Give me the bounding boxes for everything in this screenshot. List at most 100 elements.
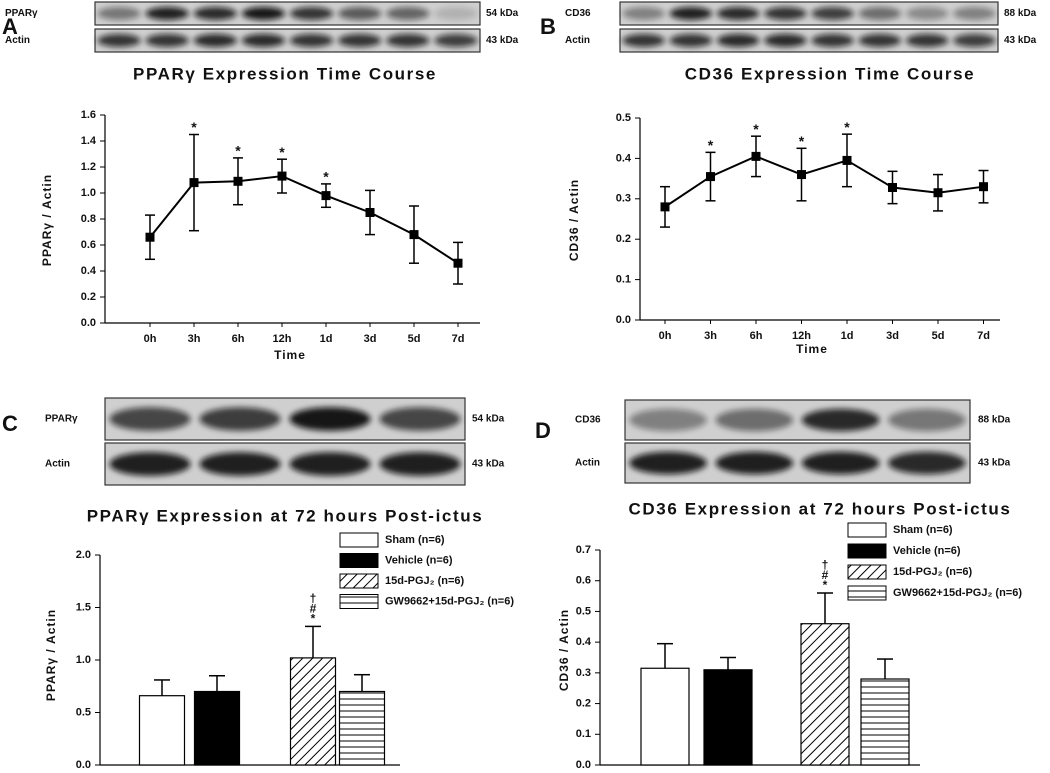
chart-title: CD36 Expression at 72 hours Post-ictus: [629, 499, 1012, 518]
blot-band: [289, 452, 371, 476]
legend-swatch: [339, 594, 379, 609]
x-tick-label: 7d: [452, 333, 465, 345]
blot-band: [801, 408, 880, 432]
y-tick-label: 0.1: [576, 728, 591, 740]
y-tick-label: 1.0: [81, 187, 96, 199]
significance-mark: *: [799, 133, 805, 149]
data-line: [664, 155, 984, 208]
blot-band: [716, 34, 760, 47]
error-bar: [354, 673, 370, 692]
x-tick-label: 0h: [659, 330, 672, 342]
error-bar: [657, 642, 673, 669]
data-point: [979, 182, 988, 192]
error-bar: [877, 658, 893, 679]
significance-mark: *: [235, 143, 241, 159]
blot-band: [622, 7, 665, 20]
blot-size: 88 kDa: [1004, 8, 1037, 19]
blot-label: Actin: [5, 35, 30, 46]
legend-label: Vehicle (n=6): [893, 545, 961, 557]
legend-swatch: [339, 553, 379, 568]
blot-band: [109, 407, 191, 431]
blot-band: [386, 7, 430, 20]
y-axis-label: CD36 / Actin: [557, 609, 571, 691]
significance-mark: *: [753, 121, 759, 137]
bar: [640, 667, 690, 766]
blot-band: [811, 7, 854, 20]
significance-mark: *: [311, 612, 316, 626]
y-tick-label: 0.2: [616, 233, 631, 245]
blot-band: [622, 34, 665, 47]
bar: [289, 657, 337, 766]
blot-band: [241, 34, 286, 47]
x-tick-label: 3h: [704, 330, 717, 342]
bar: [703, 669, 753, 766]
panel-label: B: [540, 14, 556, 39]
significance-mark: *: [323, 169, 329, 185]
blot-band: [629, 408, 707, 432]
y-axis-label: PPARγ / Actin: [44, 609, 58, 701]
blot-band: [199, 452, 281, 476]
x-tick-label: 12h: [792, 330, 811, 342]
blot-label: PPARγ: [5, 8, 38, 19]
chart-title: PPARγ Expression at 72 hours Post-ictus: [87, 506, 484, 525]
x-axis-label: Time: [274, 348, 306, 362]
blot-size: 43 kDa: [486, 35, 519, 46]
error-bar: [209, 675, 225, 692]
blot-band: [97, 7, 141, 20]
legend-label: GW9662+15d-PGJ₂ (n=6): [893, 587, 1022, 599]
x-tick-label: 7d: [977, 330, 990, 342]
blot-label: Actin: [565, 35, 590, 46]
blot-band: [858, 34, 902, 47]
blot-label: CD36: [565, 8, 591, 19]
blot-size: 43 kDa: [1004, 35, 1037, 46]
data-point: [145, 232, 155, 242]
bar: [193, 690, 241, 766]
blot-strip: [94, 28, 481, 53]
significance-mark: *: [708, 137, 714, 153]
blot-band: [379, 452, 461, 476]
blot-band: [764, 7, 807, 20]
blot-band: [379, 407, 461, 431]
significance-mark: *: [191, 119, 197, 135]
error-bar: [154, 679, 170, 696]
blot-band: [434, 34, 478, 47]
y-tick-label: 0.0: [81, 317, 96, 329]
x-tick-label: 6h: [750, 330, 763, 342]
y-tick-label: 1.6: [81, 109, 96, 121]
data-point: [933, 188, 943, 198]
legend-swatch: [847, 522, 887, 538]
error-bar: [817, 592, 833, 624]
significance-mark: #: [822, 568, 829, 582]
y-tick-label: 0.4: [616, 152, 632, 164]
blot-band: [241, 7, 286, 20]
y-tick-label: 1.2: [81, 161, 96, 173]
y-axis-label: PPARγ / Actin: [40, 174, 54, 266]
data-point: [365, 208, 375, 217]
x-tick-label: 3h: [188, 333, 201, 345]
blot-band: [199, 407, 281, 431]
legend-label: GW9662+15d-PGJ₂ (n=6): [385, 595, 514, 607]
blot-label: Actin: [45, 459, 70, 470]
error-bar: [189, 182, 199, 232]
y-tick-label: 0.3: [616, 193, 631, 205]
y-tick-label: 0.2: [576, 697, 591, 709]
blot-band: [905, 7, 949, 20]
data-point: [277, 171, 287, 181]
blot-band: [669, 7, 713, 20]
legend-swatch: [339, 532, 379, 548]
error-bar: [409, 205, 419, 235]
blot-band: [289, 7, 334, 20]
significance-mark: *: [844, 119, 850, 135]
legend-swatch: [847, 543, 887, 559]
data-point: [888, 182, 897, 192]
y-axis-label: CD36 / Actin: [567, 179, 581, 261]
x-tick-label: 3d: [886, 330, 899, 342]
blot-band: [386, 34, 430, 47]
data-line: [149, 175, 459, 265]
data-point: [189, 178, 199, 188]
bar: [338, 690, 386, 766]
blot-size: 43 kDa: [472, 459, 505, 470]
legend-swatch: [847, 585, 887, 601]
blot-band: [97, 34, 141, 47]
y-tick-label: 0.6: [81, 239, 96, 251]
